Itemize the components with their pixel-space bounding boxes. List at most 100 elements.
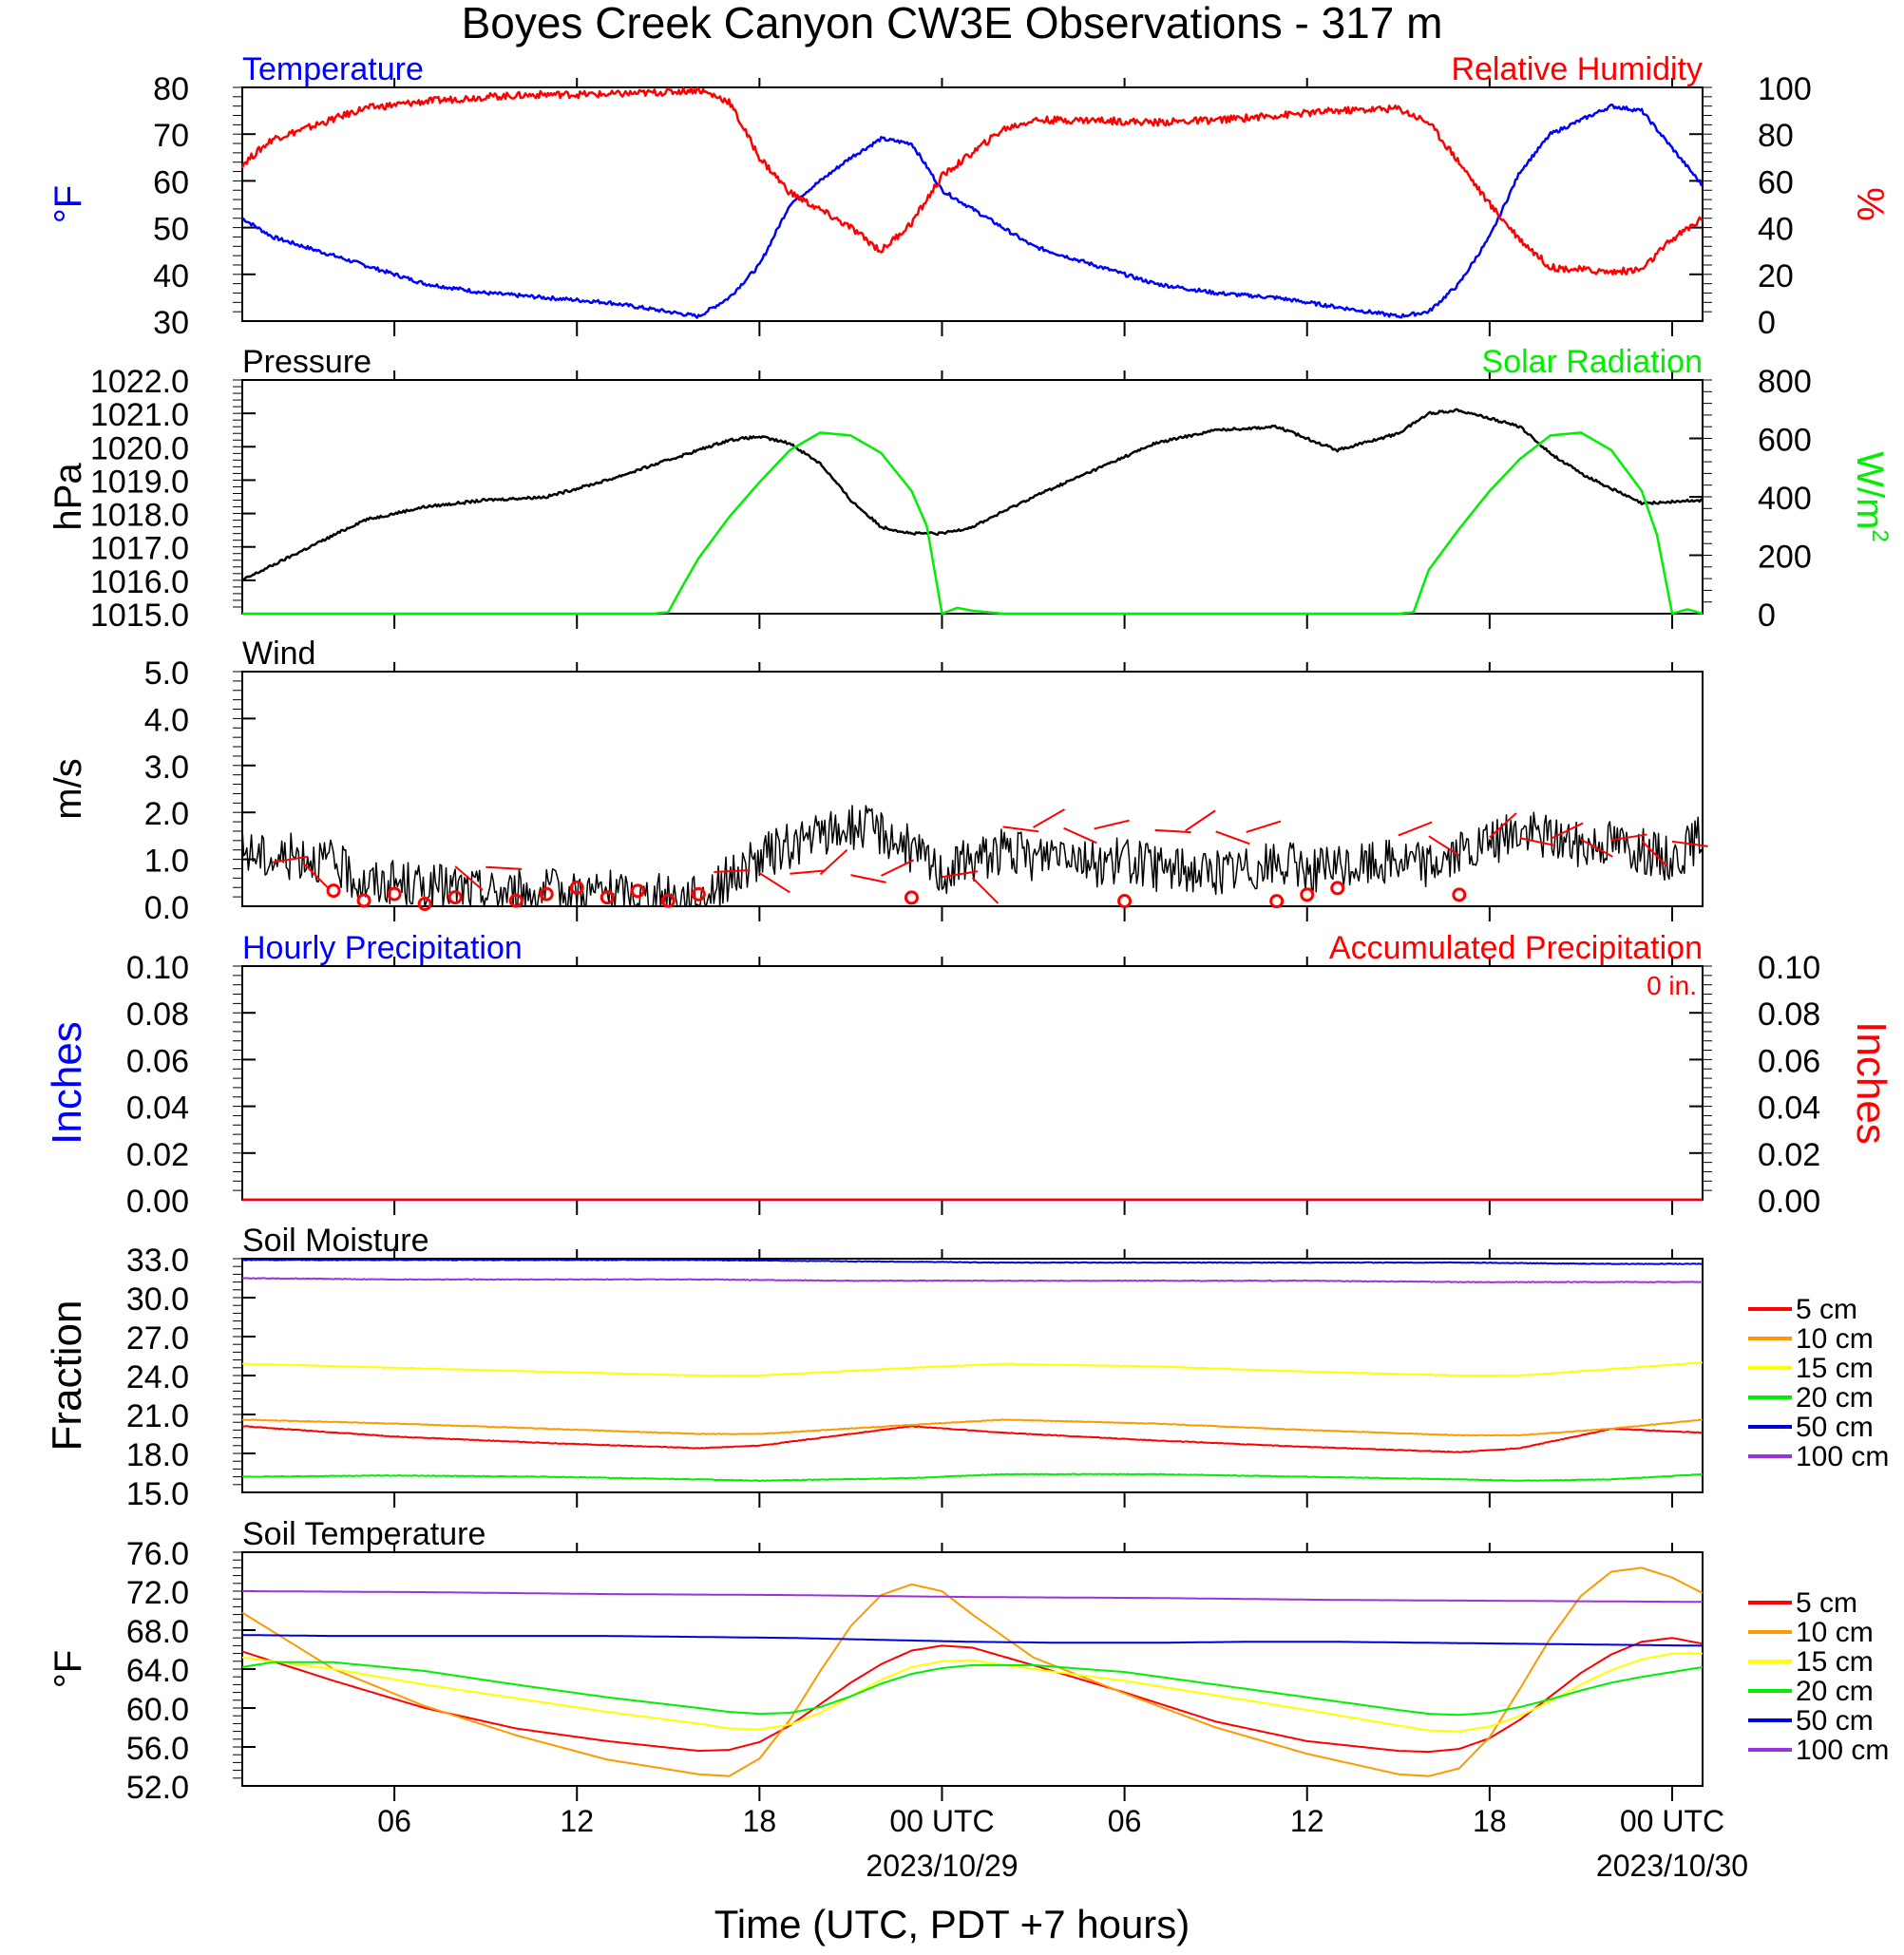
legend-label: 20 cm [1796,1676,1874,1707]
series-line-100cm [241,1277,1704,1283]
left-axis-tick-label: 72.0 [126,1575,189,1611]
panel-precipitation: 0.10 0.08 0.06 0.04 0.02 0.00 0.10 0.08 0.06 0.04… [44,930,1894,1220]
panel-frame [241,965,1704,1201]
left-axis-tick-label: 40 [153,258,189,294]
left-axis-tick-label: 0.02 [126,1137,189,1173]
x-axis-title: Time (UTC, PDT +7 hours) [714,1902,1190,1946]
wind-barb [1610,833,1647,842]
wind-barb [454,865,484,891]
legend-label: 5 cm [1796,1587,1857,1619]
legend-label: 10 cm [1796,1617,1874,1648]
left-axis-tick-label: 1019.0 [90,464,189,500]
wind-barb [1154,828,1191,834]
wind-barb [1063,826,1097,845]
wind-barb [1489,812,1517,839]
left-axis-tick-label: 0.10 [126,950,189,986]
right-axis-tick-label: 0.10 [1758,950,1820,986]
panel-title-left: Wind [242,636,315,672]
y-axis-label-right: Inches [1848,1021,1894,1145]
panel-title-left: Soil Temperature [242,1516,486,1552]
panel-pressure-solar: 1022.01021.01020.01019.01018.01017.01016… [48,344,1893,634]
panel-title-left: Soil Moisture [242,1223,429,1259]
left-axis-tick-label: 0.04 [126,1091,189,1127]
wind-barb [1398,821,1433,837]
right-axis-tick-label: 40 [1758,212,1794,248]
calm-wind-circle [904,890,919,905]
legend-label: 20 cm [1796,1382,1874,1414]
wind-barb [942,870,979,879]
wind-barb [302,862,330,890]
series-line-left [241,103,1704,319]
series-line-10cm [241,1418,1704,1437]
right-axis-tick-label: 400 [1758,481,1812,517]
left-axis-tick-label: 18.0 [126,1437,189,1473]
panel-frame [241,1551,1704,1787]
legend-label: 50 cm [1796,1412,1874,1443]
right-axis-tick-label: 100 [1758,71,1812,107]
panel-title-left: Hourly Precipitation [242,930,523,966]
left-axis-tick-label: 68.0 [126,1614,189,1650]
wind-barb [1094,819,1130,830]
left-axis-tick-label: 5.0 [144,655,189,692]
time-axis-labels: 06 12 18 00 UTC 2023/10/29 06 12 18 00 UTC 2023/1… [377,1804,1748,1883]
left-axis-tick-label: 1020.0 [90,430,189,466]
series-line-5cm [241,1425,1704,1453]
left-axis-tick-label: 1017.0 [90,531,189,567]
wind-barb [1519,837,1556,847]
legend-label: 15 cm [1796,1353,1874,1384]
panel-frame [241,86,1704,322]
left-axis-tick-label: 50 [153,212,189,248]
calm-wind-circle [417,896,432,911]
left-axis-tick-label: 1.0 [144,844,189,880]
wind-barb [486,865,523,870]
calm-wind-circle [1452,887,1467,902]
wind-barb [1671,840,1708,847]
left-axis-tick-label: 0.00 [126,1184,189,1220]
legend-label: 5 cm [1796,1294,1857,1325]
left-axis-tick-label: 4.0 [144,702,189,738]
series-line-15cm [241,1652,1703,1733]
time-tick-label: 18 [1473,1804,1507,1838]
right-axis-tick-label: 80 [1758,118,1794,154]
accumulated-total-label: 0 in. [1647,971,1697,1000]
date-label: 2023/10/29 [866,1849,1018,1883]
time-tick-label: 18 [743,1804,777,1838]
calm-wind-circle [569,880,584,895]
legend-label: 50 cm [1796,1705,1874,1737]
wind-barb [1002,826,1039,833]
calm-wind-circle [1330,881,1345,896]
wind-barb [1428,835,1460,857]
time-tick-label: 12 [1290,1804,1324,1838]
panel-soil-temperature: 76.072.068.064.060.056.052.0 Soil Tempera… [48,1516,1889,1806]
series-line-100cm [242,1590,1703,1604]
wind-barb [1580,838,1613,858]
left-axis-tick-label: 27.0 [126,1320,189,1357]
calm-wind-circle [356,893,371,908]
wind-barb [790,869,827,875]
calm-wind-circle [691,886,706,902]
series-line-20cm [241,1472,1704,1482]
calm-wind-circle [447,890,463,905]
panel-wind: 5.0 4.0 3.0 2.0 1.0 0.0 Wind m/s [48,636,1708,926]
series-line-50cm [241,1259,1704,1265]
calm-wind-circle [387,886,402,902]
series-line-main [241,805,1704,907]
calm-wind-circle [508,893,524,908]
left-axis-tick-label: 21.0 [126,1398,189,1434]
wind-barb [971,877,1000,904]
left-axis-tick-label: 1022.0 [90,364,189,400]
right-axis-tick-label: 20 [1758,258,1794,294]
left-axis-tick-label: 0.06 [126,1043,189,1079]
legend-label: 10 cm [1796,1323,1874,1355]
left-axis-tick-label: 0.08 [126,996,189,1033]
panel-title-right: Relative Humidity [1451,51,1703,87]
panel-soil-moisture: 33.030.027.024.021.018.015.0 Soil Moistur… [44,1223,1889,1512]
series-line-50cm [241,1634,1703,1647]
left-axis-tick-label: 1018.0 [90,498,189,534]
left-axis-tick-label: 0.0 [144,890,189,926]
y-axis-label-right: W/m2 [1849,451,1893,542]
y-axis-label-left: hPa [48,463,89,531]
right-axis-tick-label: 60 [1758,164,1794,200]
wind-barb [1215,830,1250,845]
